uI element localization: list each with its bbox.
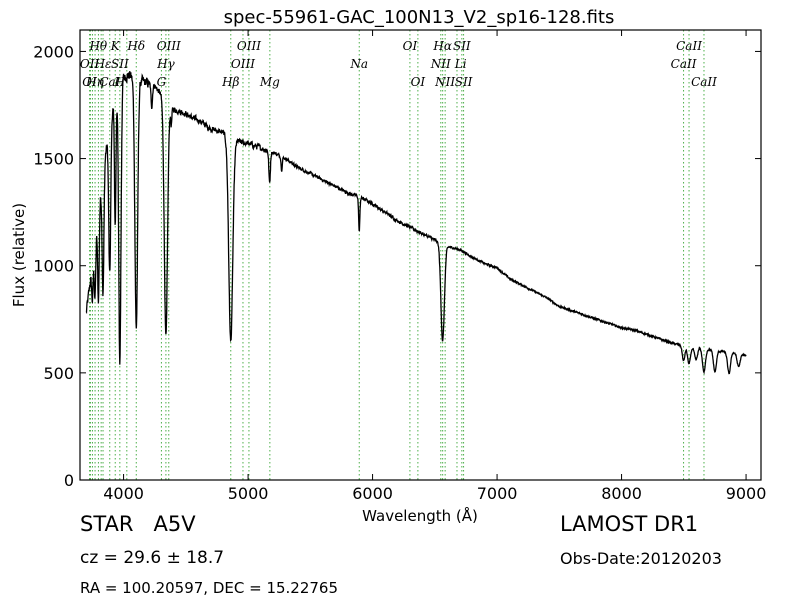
line-label: CaII (676, 39, 702, 53)
line-label: SII (111, 57, 129, 71)
chart-title: spec-55961-GAC_100N13_V2_sp16-128.fits (224, 7, 615, 28)
line-label: Hβ (221, 75, 239, 89)
line-label: OI (411, 75, 426, 89)
y-tick-label: 2000 (33, 42, 74, 61)
y-tick-label: 0 (64, 471, 74, 490)
line-label: Hδ (126, 39, 145, 53)
x-tick-label: 9000 (726, 484, 767, 503)
line-label: OIII (237, 39, 261, 53)
line-label: Hη (85, 75, 104, 89)
x-tick-label: 4000 (103, 484, 144, 503)
observation-date: Obs-Date:20120203 (560, 549, 722, 568)
line-label: Na (349, 57, 368, 71)
line-label: Hγ (156, 57, 175, 71)
line-label: NII (430, 57, 451, 71)
y-axis-label: Flux (relative) (10, 203, 28, 307)
x-tick-label: 6000 (352, 484, 393, 503)
line-label: CaII (671, 57, 697, 71)
line-label: CaII (691, 75, 717, 89)
line-label: K (110, 39, 121, 53)
line-label: Hα (432, 39, 452, 53)
line-label: OIII (231, 57, 255, 71)
spectrum-line (85, 71, 747, 375)
x-axis-label: Wavelength (Å) (362, 506, 478, 525)
line-label: Li (454, 57, 467, 71)
survey-name: LAMOST DR1 (560, 512, 699, 536)
line-label: OII (80, 57, 100, 71)
x-tick-label: 7000 (477, 484, 518, 503)
line-label: SII (455, 75, 473, 89)
y-tick-label: 1500 (33, 150, 74, 169)
axis-ticks: 4000 5000 6000 7000 8000 9000 0 500 1000 1500 2000 (33, 30, 766, 503)
line-label: OIII (157, 39, 181, 53)
line-label: OI (403, 39, 418, 53)
x-tick-label: 5000 (228, 484, 269, 503)
line-label: Mg (259, 75, 280, 89)
line-label: Hθ (88, 39, 107, 53)
object-class: STAR A5V (80, 512, 196, 536)
line-label: Hε (94, 57, 112, 71)
y-tick-label: 500 (43, 364, 74, 383)
x-tick-label: 8000 (601, 484, 642, 503)
y-tick-label: 1000 (33, 257, 74, 276)
line-label: NII (434, 75, 455, 89)
ra-dec-coordinates: RA = 100.20597, DEC = 15.22765 (80, 579, 339, 597)
line-label: OI (82, 75, 97, 89)
line-label: CaI (99, 75, 120, 89)
line-label: G (157, 75, 167, 89)
emission-line-markers (89, 30, 705, 480)
line-label: SII (453, 39, 471, 53)
plot-frame (79, 29, 762, 481)
redshift-cz: cz = 29.6 ± 18.7 (80, 548, 225, 568)
